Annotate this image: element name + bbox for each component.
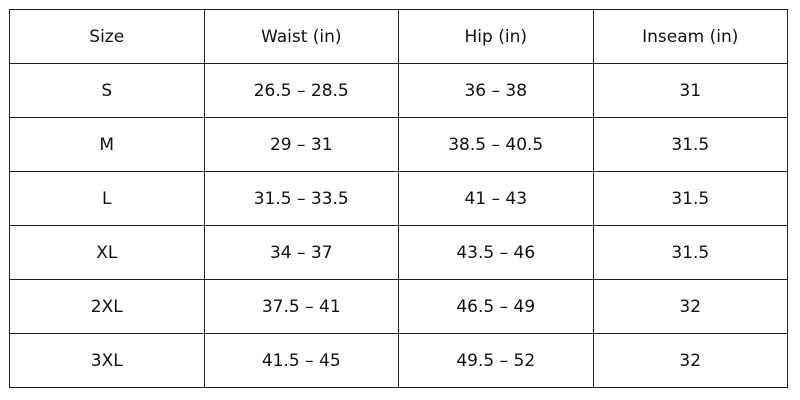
table-header: Size Waist (in) Hip (in) Inseam (in) — [9, 9, 788, 64]
table-cell: 32 — [592, 279, 788, 334]
table-row: 2XL 37.5 – 41 46.5 – 49 32 — [9, 279, 788, 334]
table-cell: 38.5 – 40.5 — [398, 117, 594, 172]
table-cell: S — [9, 63, 205, 118]
table-cell: 31.5 – 33.5 — [203, 171, 399, 226]
table-row: XL 34 – 37 43.5 – 46 31.5 — [9, 225, 788, 280]
table-cell: 3XL — [9, 333, 205, 388]
size-table: Size Waist (in) Hip (in) Inseam (in) S 26.5 … — [9, 9, 788, 388]
table-cell: 36 – 38 — [398, 63, 594, 118]
header-cell: Inseam (in) — [592, 9, 788, 64]
table-cell: 31.5 — [592, 171, 788, 226]
table-cell: 31 — [592, 63, 788, 118]
table-cell: 37.5 – 41 — [203, 279, 399, 334]
table-cell: 43.5 – 46 — [398, 225, 594, 280]
table-cell: 49.5 – 52 — [398, 333, 594, 388]
header-cell: Size — [9, 9, 205, 64]
table-cell: 32 — [592, 333, 788, 388]
table-row: S 26.5 – 28.5 36 – 38 31 — [9, 63, 788, 118]
header-cell: Waist (in) — [203, 9, 399, 64]
table-cell: M — [9, 117, 205, 172]
table-body: S 26.5 – 28.5 36 – 38 31 M 29 – 31 38.5 – 40.5… — [9, 63, 788, 388]
table-cell: 41 – 43 — [398, 171, 594, 226]
table-cell: XL — [9, 225, 205, 280]
table-cell: L — [9, 171, 205, 226]
table-cell: 26.5 – 28.5 — [203, 63, 399, 118]
table-cell: 31.5 — [592, 117, 788, 172]
table-cell: 34 – 37 — [203, 225, 399, 280]
table-cell: 46.5 – 49 — [398, 279, 594, 334]
table-cell: 29 – 31 — [203, 117, 399, 172]
table-row: 3XL 41.5 – 45 49.5 – 52 32 — [9, 333, 788, 388]
header-cell: Hip (in) — [398, 9, 594, 64]
table-cell: 41.5 – 45 — [203, 333, 399, 388]
table-row: L 31.5 – 33.5 41 – 43 31.5 — [9, 171, 788, 226]
table-row: M 29 – 31 38.5 – 40.5 31.5 — [9, 117, 788, 172]
table-cell: 2XL — [9, 279, 205, 334]
header-row: Size Waist (in) Hip (in) Inseam (in) — [9, 9, 788, 64]
table-cell: 31.5 — [592, 225, 788, 280]
